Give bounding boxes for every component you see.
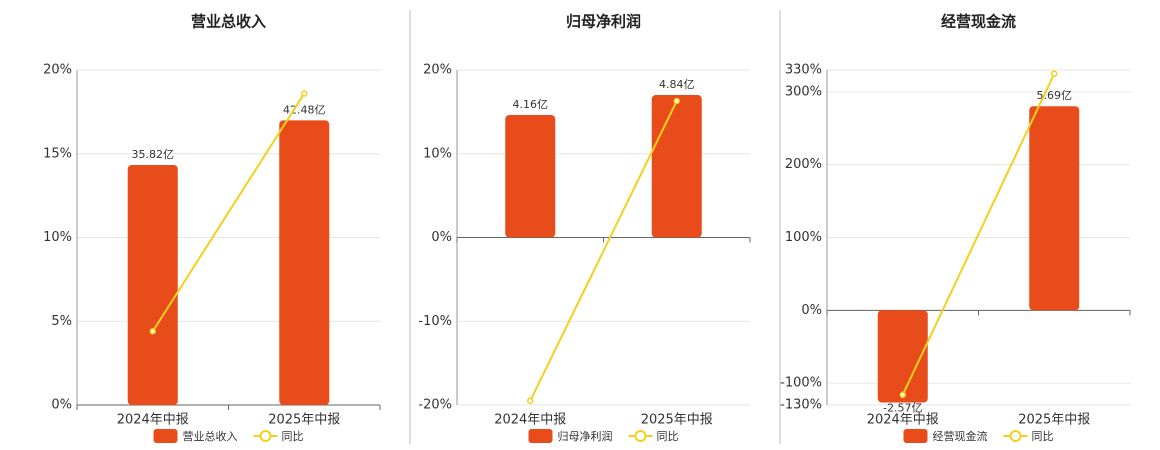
y-tick-label: 10% (423, 146, 452, 161)
y-tick-label: 10% (43, 230, 72, 245)
x-tick-label: 2024年中报 (494, 413, 566, 428)
legend-label: 同比 (282, 430, 304, 443)
bar (505, 115, 556, 238)
bar (279, 120, 330, 405)
bar-label: 35.82亿 (132, 148, 175, 161)
y-tick-label: 0% (431, 230, 452, 245)
y-tick-label: 20% (423, 63, 452, 78)
line-point (149, 328, 156, 335)
bar-label: -2.57亿 (883, 401, 922, 414)
chart-title: 营业总收入 (191, 13, 266, 31)
bar-label: 42.48亿 (283, 103, 326, 116)
bar (651, 95, 702, 238)
line-point (527, 397, 534, 405)
bar (877, 310, 928, 403)
legend-swatch (528, 429, 553, 443)
y-tick-label: 330% (785, 63, 822, 78)
bar (1029, 106, 1080, 311)
legend-marker (259, 430, 272, 442)
line (151, 92, 306, 332)
line-point (899, 391, 906, 399)
x-tick-label: 2025年中报 (268, 413, 340, 428)
y-tick-label: 300% (785, 84, 822, 99)
y-tick-label: -100% (780, 376, 822, 391)
bar (127, 165, 178, 405)
y-tick-label: -130% (780, 398, 822, 413)
line (529, 100, 678, 402)
legend-label: 营业总收入 (183, 429, 238, 443)
line (901, 73, 1056, 396)
bar-label: 4.84亿 (659, 78, 695, 91)
x-tick-label: 2024年中报 (117, 413, 189, 428)
y-tick-label: 0% (51, 398, 72, 413)
y-tick-label: 20% (43, 63, 72, 78)
x-tick-label: 2025年中报 (641, 413, 713, 428)
y-tick-label: -20% (418, 398, 452, 413)
y-tick-label: 100% (785, 230, 822, 245)
legend-label: 同比 (657, 430, 679, 443)
x-tick-label: 2025年中报 (1018, 413, 1090, 428)
y-tick-label: 200% (785, 157, 822, 172)
y-tick-label: 5% (51, 314, 72, 329)
y-tick-label: -10% (418, 314, 452, 329)
legend-marker (1009, 430, 1022, 442)
line-point (1051, 70, 1058, 77)
legend-label: 经营现金流 (933, 429, 988, 443)
line-point (673, 97, 680, 105)
chart-title: 经营现金流 (941, 13, 1016, 31)
y-tick-label: 15% (43, 146, 72, 161)
legend-label: 归母净利润 (558, 429, 613, 443)
legend-marker (634, 430, 647, 442)
legend-label: 同比 (1032, 430, 1054, 443)
y-tick-label: 0% (801, 303, 822, 318)
legend-swatch (153, 429, 178, 443)
legend-swatch (903, 429, 928, 443)
line-point (301, 90, 308, 97)
x-tick-label: 2024年中报 (867, 413, 939, 428)
bar-label: 4.16亿 (513, 98, 549, 111)
chart-title: 归母净利润 (566, 13, 641, 31)
